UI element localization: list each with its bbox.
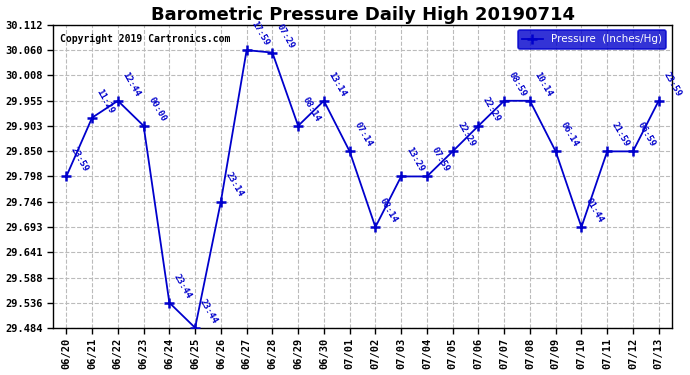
Line: Pressure  (Inches/Hg): Pressure (Inches/Hg) bbox=[61, 45, 664, 333]
Pressure  (Inches/Hg) bbox=[319, 99, 328, 103]
Pressure  (Inches/Hg) bbox=[294, 124, 302, 128]
Pressure  (Inches/Hg) bbox=[629, 149, 637, 154]
Pressure  (Inches/Hg) bbox=[114, 99, 122, 103]
Pressure  (Inches/Hg) bbox=[500, 99, 509, 103]
Pressure  (Inches/Hg) bbox=[242, 48, 250, 52]
Text: 06:59: 06:59 bbox=[635, 121, 657, 148]
Text: 08:14: 08:14 bbox=[378, 196, 400, 224]
Title: Barometric Pressure Daily High 20190714: Barometric Pressure Daily High 20190714 bbox=[150, 6, 575, 24]
Text: 12:44: 12:44 bbox=[121, 70, 142, 98]
Pressure  (Inches/Hg) bbox=[139, 124, 148, 128]
Legend: Pressure  (Inches/Hg): Pressure (Inches/Hg) bbox=[518, 30, 667, 49]
Pressure  (Inches/Hg) bbox=[551, 149, 560, 154]
Text: 23:59: 23:59 bbox=[662, 70, 682, 98]
Text: 22:29: 22:29 bbox=[455, 121, 477, 148]
Pressure  (Inches/Hg) bbox=[423, 174, 431, 179]
Pressure  (Inches/Hg) bbox=[62, 174, 70, 179]
Pressure  (Inches/Hg) bbox=[474, 124, 482, 128]
Pressure  (Inches/Hg) bbox=[397, 174, 405, 179]
Text: 07:59: 07:59 bbox=[430, 146, 451, 174]
Text: 23:59: 23:59 bbox=[69, 146, 90, 174]
Text: 13:29: 13:29 bbox=[404, 146, 425, 174]
Text: 08:14: 08:14 bbox=[301, 95, 322, 123]
Text: 23:44: 23:44 bbox=[198, 297, 219, 325]
Text: 08:59: 08:59 bbox=[507, 70, 528, 98]
Text: 17:59: 17:59 bbox=[249, 20, 270, 47]
Pressure  (Inches/Hg) bbox=[346, 149, 354, 154]
Text: 07:29: 07:29 bbox=[275, 22, 297, 50]
Pressure  (Inches/Hg) bbox=[578, 225, 586, 229]
Pressure  (Inches/Hg) bbox=[603, 149, 611, 154]
Text: 22:29: 22:29 bbox=[481, 95, 502, 123]
Text: 01:44: 01:44 bbox=[584, 196, 605, 224]
Text: 13:14: 13:14 bbox=[326, 70, 348, 98]
Text: 11:29: 11:29 bbox=[95, 87, 116, 115]
Text: 00:00: 00:00 bbox=[146, 95, 168, 123]
Text: 06:14: 06:14 bbox=[558, 121, 580, 148]
Pressure  (Inches/Hg) bbox=[191, 326, 199, 330]
Pressure  (Inches/Hg) bbox=[526, 99, 534, 103]
Pressure  (Inches/Hg) bbox=[217, 199, 225, 204]
Text: 21:59: 21:59 bbox=[610, 121, 631, 148]
Text: 10:14: 10:14 bbox=[533, 70, 554, 98]
Pressure  (Inches/Hg) bbox=[88, 116, 96, 120]
Pressure  (Inches/Hg) bbox=[371, 225, 380, 229]
Pressure  (Inches/Hg) bbox=[448, 149, 457, 154]
Text: 23:44: 23:44 bbox=[172, 272, 193, 300]
Pressure  (Inches/Hg) bbox=[268, 50, 277, 55]
Pressure  (Inches/Hg) bbox=[165, 300, 173, 305]
Text: 07:14: 07:14 bbox=[353, 121, 374, 148]
Text: 23:14: 23:14 bbox=[224, 171, 245, 199]
Text: Copyright 2019 Cartronics.com: Copyright 2019 Cartronics.com bbox=[59, 34, 230, 44]
Pressure  (Inches/Hg) bbox=[655, 99, 663, 103]
